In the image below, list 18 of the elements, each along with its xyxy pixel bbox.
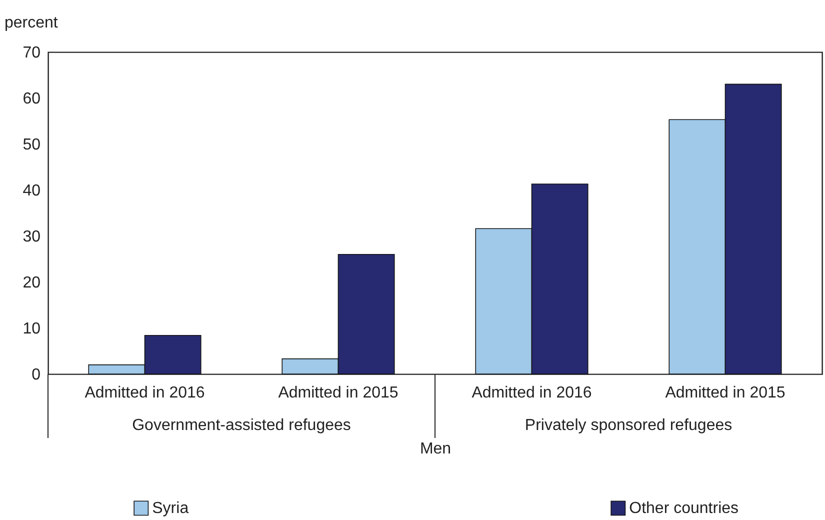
- text: Privately sponsored refugees: [524, 417, 732, 434]
- y-tick-label: 10: [22, 320, 41, 338]
- legend-label: Syria: [152, 500, 189, 518]
- y-tick-label: 20: [22, 274, 41, 292]
- text: Government-assisted refugees: [132, 417, 351, 434]
- y-axis-title: percent: [4, 14, 58, 32]
- y-tick-label: 70: [22, 44, 41, 62]
- y-tick-label: 40: [22, 182, 41, 200]
- x-tick-label: Admitted in 2015: [665, 384, 786, 402]
- y-tick-label: 0: [32, 366, 41, 384]
- y-tick-label: 50: [22, 136, 41, 154]
- x-tick-label: Admitted in 2016: [472, 384, 592, 402]
- y-tick-label: 60: [22, 90, 41, 108]
- y-tick-label: 30: [22, 228, 41, 246]
- x-axis-title: Men: [420, 440, 452, 458]
- x-tick-label: Admitted in 2015: [278, 384, 398, 402]
- legend-label: Other countries: [629, 500, 739, 518]
- x-tick-label: Admitted in 2016: [84, 384, 205, 402]
